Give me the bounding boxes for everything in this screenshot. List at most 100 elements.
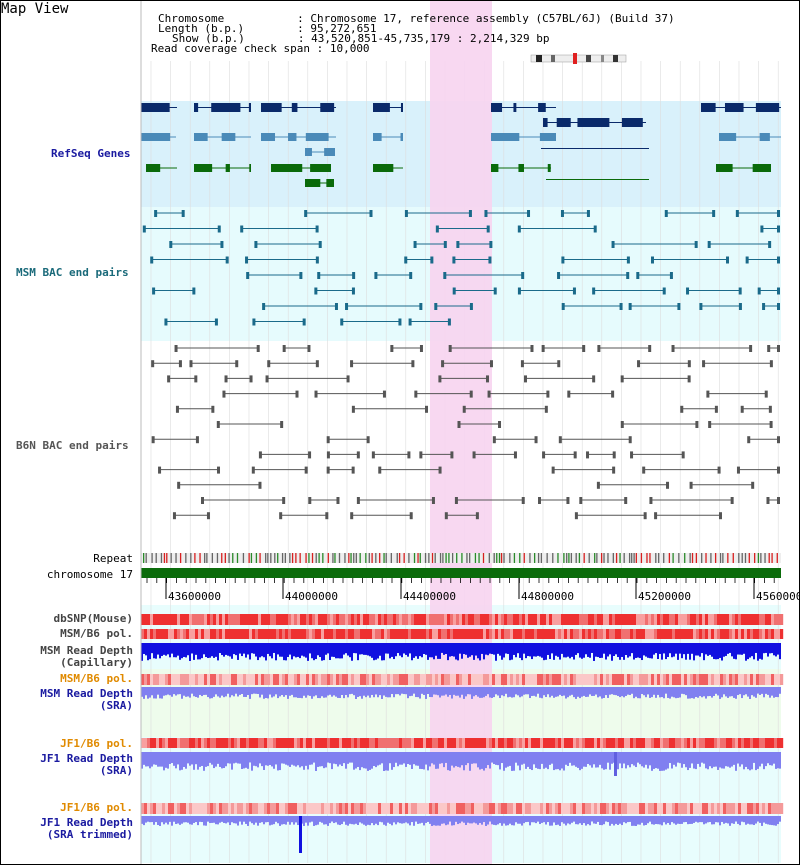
depth-bar [423,752,425,770]
depth-bar [483,643,485,660]
depth-bar [751,687,753,696]
heat-cell [258,738,262,748]
refseq-gene [716,164,771,172]
heat-cell [360,614,364,625]
heat-cell [315,738,319,748]
depth-bar [511,687,513,698]
depth-bar [495,816,497,826]
track-label-jf1-depth-trim[interactable]: JF1 Read Depth [40,816,133,829]
depth-bar [635,816,637,826]
heat-cell [165,629,169,639]
depth-bar [209,752,211,763]
heat-cell [420,738,424,748]
heat-cell [342,803,346,814]
depth-bar [259,643,261,658]
heat-cell [228,674,232,685]
heat-cell [402,738,406,748]
track-label-msm-b6-pol[interactable]: MSM/B6 pol. [60,627,133,640]
depth-bar [749,687,751,699]
heat-cell [477,614,481,625]
repeat-mark [649,553,651,563]
depth-bar [679,816,681,824]
heat-cell [318,614,322,625]
track-label-msm-depth-sra[interactable]: MSM Read Depth [40,687,133,700]
heat-cell [555,629,559,639]
track-label-jf1-b6-pol-2[interactable]: JF1/B6 pol. [60,801,133,814]
track-label-jf1-b6-pol[interactable]: JF1/B6 pol. [60,737,133,750]
depth-bar [519,687,521,698]
depth-bar [605,752,607,770]
depth-bar [495,643,497,661]
heat-cell [690,738,694,748]
depth-bar [691,643,693,654]
depth-bar [287,816,289,822]
depth-bar [759,687,761,695]
depth-bar [153,752,155,765]
heat-cell [726,803,730,814]
repeat-mark [633,553,635,563]
heat-cell [621,674,625,685]
heat-cell [162,803,166,814]
depth-bar [429,752,431,767]
track-label-dbsnp[interactable]: dbSNP(Mouse) [53,612,133,625]
depth-bar [233,687,235,697]
heat-cell [321,629,325,639]
heat-cell [408,738,412,748]
depth-bar [717,643,719,660]
depth-bar [463,643,465,655]
heat-cell [756,803,760,814]
depth-bar [405,752,407,767]
track-label-b6n-bac[interactable]: B6N BAC end pairs [16,439,129,452]
depth-bar [431,752,433,764]
depth-bar [459,643,461,654]
depth-bar [715,643,717,660]
depth-bar [691,687,693,699]
track-label-jf1-depth-sra[interactable]: JF1 Read Depth [40,752,133,765]
depth-bar [501,643,503,660]
depth-bar [631,752,633,765]
depth-bar [571,687,573,695]
repeat-mark [748,553,750,563]
track-label-msm-bac[interactable]: MSM BAC end pairs [16,266,129,279]
depth-bar [333,643,335,657]
heat-cell [471,674,475,685]
depth-bar [455,687,457,696]
heat-cell [750,674,754,685]
depth-bar [159,752,161,767]
depth-bar [335,816,337,823]
repeat-mark [678,553,680,563]
depth-bar [625,687,627,696]
heat-cell [162,614,166,625]
depth-bar [653,643,655,655]
heat-cell [708,674,712,685]
depth-bar [359,687,361,697]
depth-bar [657,816,659,825]
depth-bar [319,752,321,767]
depth-bar [583,687,585,696]
heat-cell [291,738,295,748]
depth-bar [321,816,323,823]
depth-bar [687,816,689,825]
depth-bar [299,752,301,768]
depth-bar [509,816,511,824]
depth-bar [375,816,377,824]
heat-cell [657,738,661,748]
track-label-msm-depth-cap[interactable]: MSM Read Depth [40,644,133,657]
heat-cell [210,803,214,814]
depth-bar [653,816,655,825]
depth-bar [711,816,713,825]
heat-cell [234,614,238,625]
depth-bar [759,752,761,767]
b6n-bac-pair [574,512,647,520]
heat-cell [636,614,640,625]
depth-bar [439,687,441,698]
repeat-mark [255,553,258,563]
depth-bar [333,687,335,696]
track-label-refseq[interactable]: RefSeq Genes [51,147,131,160]
heat-cell [225,738,229,748]
depth-bar [743,752,745,770]
depth-bar [763,643,765,654]
track-label-msm-b6-pol-2[interactable]: MSM/B6 pol. [60,672,133,685]
heat-cell [306,803,310,814]
